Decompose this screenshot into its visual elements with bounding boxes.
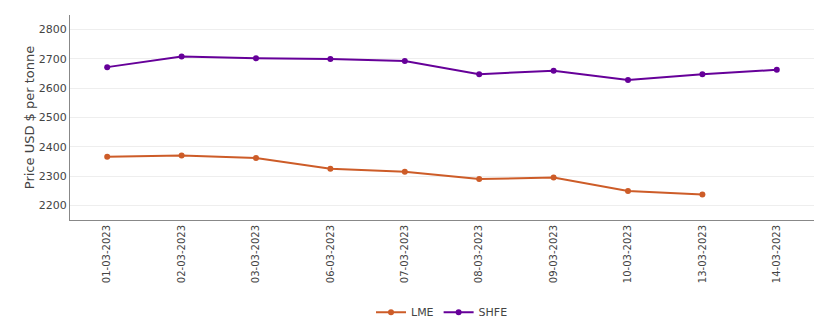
svg-text:01-03-2023: 01-03-2023	[101, 225, 112, 283]
svg-text:2800: 2800	[39, 23, 67, 36]
svg-text:SHFE: SHFE	[479, 306, 508, 319]
svg-text:08-03-2023: 08-03-2023	[473, 225, 484, 283]
svg-text:06-03-2023: 06-03-2023	[325, 225, 336, 283]
svg-text:03-03-2023: 03-03-2023	[250, 225, 261, 283]
svg-text:07-03-2023: 07-03-2023	[399, 225, 410, 283]
svg-text:02-03-2023: 02-03-2023	[176, 225, 187, 283]
svg-text:2600: 2600	[39, 82, 67, 95]
svg-text:2500: 2500	[39, 111, 67, 124]
svg-text:09-03-2023: 09-03-2023	[548, 225, 559, 283]
svg-text:2300: 2300	[39, 170, 67, 183]
svg-text:2700: 2700	[39, 53, 67, 66]
svg-text:14-03-2023: 14-03-2023	[771, 225, 782, 283]
svg-text:Price USD $ per tonne: Price USD $ per tonne	[22, 46, 37, 189]
svg-text:2200: 2200	[39, 199, 67, 212]
svg-text:13-03-2023: 13-03-2023	[697, 225, 708, 283]
svg-text:10-03-2023: 10-03-2023	[622, 225, 633, 283]
svg-text:2400: 2400	[39, 141, 67, 154]
svg-text:LME: LME	[411, 306, 434, 319]
